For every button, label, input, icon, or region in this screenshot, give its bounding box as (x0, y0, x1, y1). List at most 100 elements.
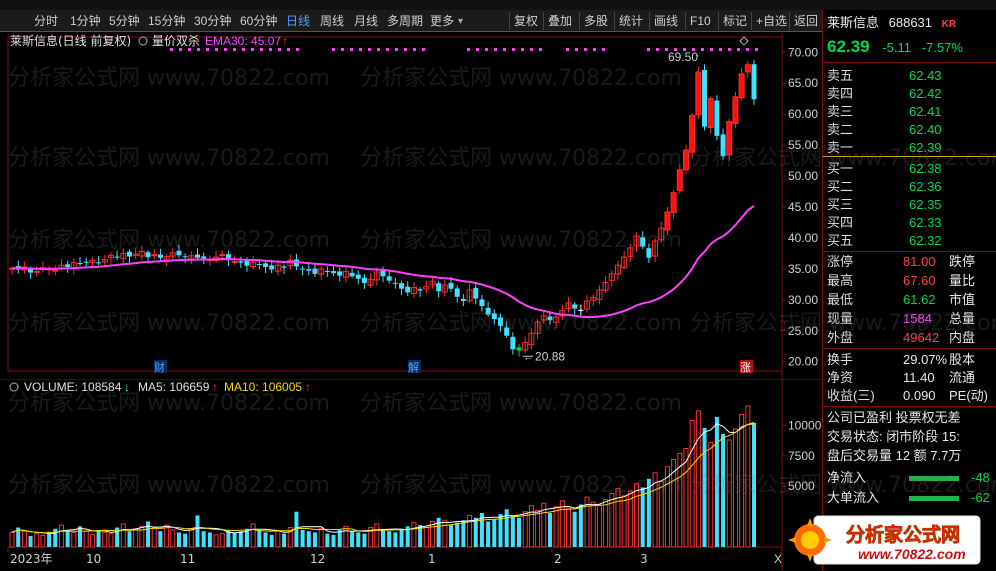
stat-row[interactable]: 最高 67.60 量比 (827, 272, 995, 290)
flow-bar (909, 496, 959, 501)
signal-dot (710, 48, 713, 51)
x-tick-label: 2 (554, 552, 562, 566)
period-tab[interactable]: 30分钟 (194, 14, 232, 28)
event-marker[interactable] (408, 360, 421, 373)
bid-level-price: 62.33 (909, 215, 942, 230)
volume-bar (170, 529, 176, 548)
fund-row-label2: PE(动) (949, 388, 989, 403)
bid-level[interactable]: 买四 62.33 (827, 214, 995, 232)
stat-row[interactable]: 外盘 49642 内盘 (827, 329, 995, 347)
bid-level[interactable]: 买二 62.36 (827, 178, 995, 196)
period-tab[interactable]: 60分钟 (240, 14, 278, 28)
toolbar-button[interactable]: 标记 (723, 14, 748, 28)
volume-bar (219, 533, 225, 548)
event-marker[interactable] (740, 360, 753, 373)
signal-dot (251, 48, 254, 51)
ema30-line (12, 204, 755, 318)
diamond-icon[interactable] (739, 36, 749, 46)
y-tick-label: 35.00 (788, 262, 818, 276)
period-tab[interactable]: 更多 (430, 14, 455, 28)
period-tab[interactable]: 5分钟 (109, 14, 140, 28)
bid-level[interactable]: 买五 62.32 (827, 232, 995, 250)
period-tab[interactable]: 周线 (320, 14, 345, 28)
candle-body (101, 259, 108, 263)
ask-level-label: 卖一 (827, 140, 854, 155)
price-chart[interactable]: 70.00 65.00 60.00 55.00 50.00 45.00 40.00 35.00… (0, 33, 822, 379)
volume-bar (615, 488, 621, 548)
signal-dot (278, 48, 281, 51)
signal-dot (170, 48, 173, 51)
volume-bar (721, 433, 726, 547)
signal-dot (647, 48, 650, 51)
fund-row[interactable]: 收益(三) 0.090 PE(动) (827, 387, 995, 405)
toolbar-button[interactable]: 叠加 (548, 14, 573, 28)
ask-level[interactable]: 卖三 62.41 (827, 103, 995, 121)
period-tab[interactable]: 分时 (34, 14, 59, 28)
signal-dot (233, 48, 236, 51)
toolbar-button[interactable]: 画线 (654, 14, 679, 28)
volume-bar (671, 458, 677, 548)
candle-body (528, 332, 535, 346)
toolbar-button[interactable]: 统计 (619, 14, 644, 28)
fund-row[interactable]: 净资 11.40 流通 (827, 369, 995, 387)
period-tab[interactable]: 15分钟 (148, 14, 186, 28)
volume-bar (436, 517, 441, 547)
toolbar-separator (718, 12, 719, 30)
signal-dot (683, 48, 686, 51)
site-logo: 分析家公式网 www.70822.com (788, 515, 981, 565)
toolbar-button[interactable]: 多股 (584, 14, 609, 28)
bid-level[interactable]: 买三 62.35 (827, 196, 995, 214)
toolbar-button[interactable]: 复权 (514, 14, 539, 28)
period-tab[interactable]: 1分钟 (70, 14, 101, 28)
volume-bar (195, 515, 200, 547)
candle-body (627, 247, 634, 257)
candle-body (441, 284, 448, 293)
candle-body (312, 268, 318, 274)
volume-bar (21, 530, 27, 548)
stat-row[interactable]: 最低 61.62 市值 (827, 291, 995, 309)
event-marker[interactable] (154, 360, 167, 373)
candle-body (473, 287, 479, 299)
toolbar-button[interactable]: +自选 (756, 14, 788, 28)
signal-dot (494, 48, 497, 51)
ask-level[interactable]: 卖二 62.40 (827, 121, 995, 139)
event-marker-label: 涨 (740, 361, 751, 374)
period-tab[interactable]: 月线 (354, 14, 379, 28)
volume-bar (461, 520, 466, 547)
candle-body (732, 96, 739, 124)
period-tab[interactable]: 多周期 (387, 14, 424, 28)
candle-body (132, 253, 139, 256)
volume-bar (559, 500, 565, 548)
chart-area[interactable]: 70.00 65.00 60.00 55.00 50.00 45.00 40.00 35.00… (0, 33, 822, 571)
flow-bar (909, 476, 959, 481)
stat-row[interactable]: 涨停 81.00 跌停 (827, 253, 995, 271)
stat-row-label2: 量比 (949, 273, 976, 288)
signal-dot (413, 48, 416, 51)
volume-bar (572, 511, 577, 547)
signal-dot (269, 48, 272, 51)
last-price: 62.39 (827, 37, 870, 56)
ask-level[interactable]: 卖五 62.43 (827, 67, 995, 85)
period-tab[interactable]: 日线 (286, 14, 311, 28)
candle-body (300, 268, 306, 270)
fund-row[interactable]: 换手 29.07% 股本 (827, 351, 995, 369)
more-dropdown-icon[interactable]: ▾ (458, 16, 464, 27)
candle-body (355, 274, 361, 279)
signal-dot (377, 48, 380, 51)
volume-settings-icon[interactable] (9, 382, 19, 392)
candle-body (77, 263, 83, 265)
signal-dot (665, 48, 668, 51)
toolbar-button[interactable]: 返回 (794, 14, 819, 28)
candle-body (646, 248, 652, 258)
stat-row[interactable]: 现量 1584 总量 (827, 310, 995, 328)
candle-body (614, 264, 621, 275)
candle-body (318, 268, 325, 275)
signal-dot (368, 48, 371, 51)
toolbar-button[interactable]: F10 (690, 14, 711, 28)
ask-level[interactable]: 卖四 62.42 (827, 85, 995, 103)
signal-dot (359, 48, 362, 51)
indicator-settings-icon[interactable] (138, 36, 148, 46)
bid-level[interactable]: 买一 62.38 (827, 160, 995, 178)
ask-level[interactable]: 卖一 62.39 (827, 139, 995, 157)
